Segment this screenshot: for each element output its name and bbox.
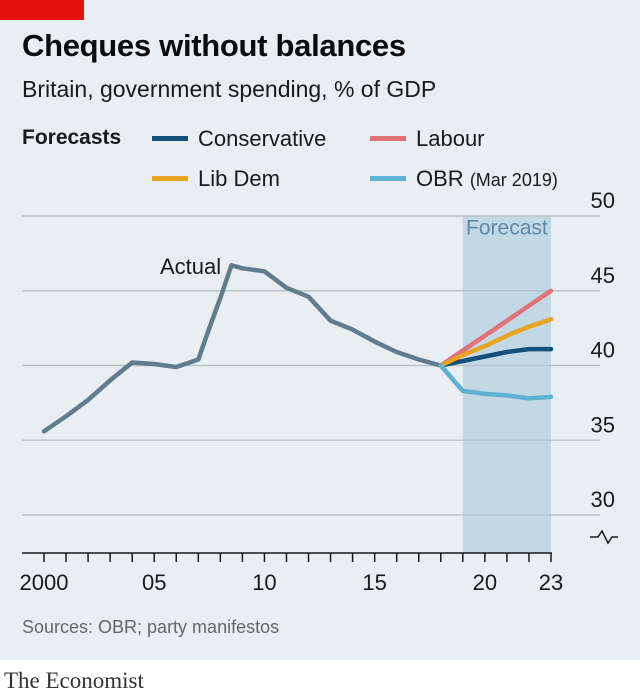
source-note: Sources: OBR; party manifestos: [22, 617, 280, 637]
actual-label: Actual: [160, 254, 221, 279]
economist-logo: The Economist: [4, 668, 144, 693]
x-tick-label-23: 23: [539, 570, 563, 595]
series-line-lib-dem: [438, 316, 554, 368]
axis-break-icon: [590, 529, 618, 545]
y-tick-label-45: 45: [591, 263, 615, 288]
x-tick-label-10: 10: [252, 570, 276, 595]
forecast-label: Forecast: [466, 216, 548, 239]
series-line-actual: [41, 263, 444, 434]
legend-label-obr: OBR: [416, 166, 464, 191]
series-line-obr-mar-2019: [438, 363, 554, 401]
chart-title: Cheques without balances: [22, 28, 406, 63]
x-tick-label-20: 20: [473, 570, 497, 595]
y-tick-label-35: 35: [591, 412, 615, 437]
legend-swatch-conservative: [152, 135, 188, 141]
legend-item-lib-dem: Lib Dem: [152, 166, 280, 192]
legend-note-obr: (Mar 2019): [469, 170, 558, 190]
forecast-band: [462, 216, 551, 553]
series-line-labour: [438, 288, 554, 368]
brand-red-tag: [0, 0, 84, 20]
legend-swatch-obr: [370, 175, 406, 181]
legend-item-obr: OBR (Mar 2019): [370, 166, 558, 192]
x-tick-label-2000: 2000: [20, 570, 69, 595]
legend-label-labour: Labour: [416, 126, 485, 151]
x-tick-label-05: 05: [142, 570, 166, 595]
legend-swatch-lib-dem: [152, 175, 188, 181]
x-tick-label-15: 15: [362, 570, 386, 595]
legend-item-labour: Labour: [370, 126, 485, 152]
line-chart: Forecast 30 35 40 45 50 2000 05 10 15 20 23 Actual: [20, 188, 618, 595]
y-tick-label-50: 50: [591, 188, 615, 213]
series-line-conservative: [438, 346, 554, 368]
y-tick-label-40: 40: [591, 338, 615, 363]
legend-heading: Forecasts: [22, 126, 122, 149]
legend-swatch-labour: [370, 135, 406, 141]
chart-subtitle: Britain, government spending, % of GDP: [22, 76, 437, 102]
y-tick-label-30: 30: [591, 487, 615, 512]
legend-label-lib-dem: Lib Dem: [198, 166, 280, 191]
legend-item-conservative: Conservative: [152, 126, 326, 152]
legend-label-conservative: Conservative: [198, 126, 327, 151]
